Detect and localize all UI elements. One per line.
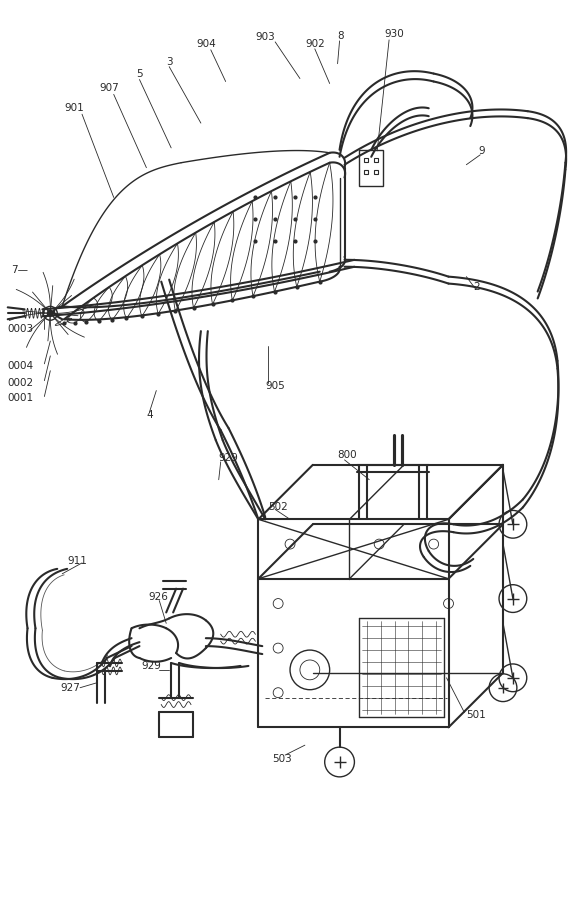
Text: 3: 3 (166, 57, 173, 66)
Text: 929: 929 (219, 453, 238, 462)
Text: 800: 800 (338, 450, 357, 460)
Text: 902: 902 (305, 39, 325, 48)
Text: 0004: 0004 (8, 361, 34, 371)
Text: 926: 926 (149, 592, 168, 602)
Text: 7—: 7— (11, 265, 28, 275)
Text: 911: 911 (67, 556, 87, 566)
Bar (359, 150, 383, 186)
Text: 930: 930 (384, 29, 404, 39)
Text: 2: 2 (473, 282, 480, 292)
Text: 501: 501 (466, 710, 486, 720)
Text: 904: 904 (196, 39, 215, 48)
Text: 0003: 0003 (8, 324, 34, 334)
Text: 0001: 0001 (8, 393, 34, 403)
Text: 905: 905 (265, 381, 285, 391)
Text: 907: 907 (100, 84, 120, 93)
Text: 0002: 0002 (8, 378, 34, 388)
Circle shape (48, 311, 53, 316)
Text: 503: 503 (272, 754, 292, 764)
Text: 5: 5 (137, 68, 143, 79)
Text: 927: 927 (60, 682, 80, 692)
Text: 903: 903 (255, 32, 275, 42)
Text: 9: 9 (478, 145, 485, 156)
Text: 901: 901 (64, 103, 84, 113)
Text: 8: 8 (338, 31, 344, 41)
Text: 502: 502 (268, 503, 288, 513)
Text: 4: 4 (146, 410, 153, 420)
Text: 929: 929 (141, 661, 161, 671)
